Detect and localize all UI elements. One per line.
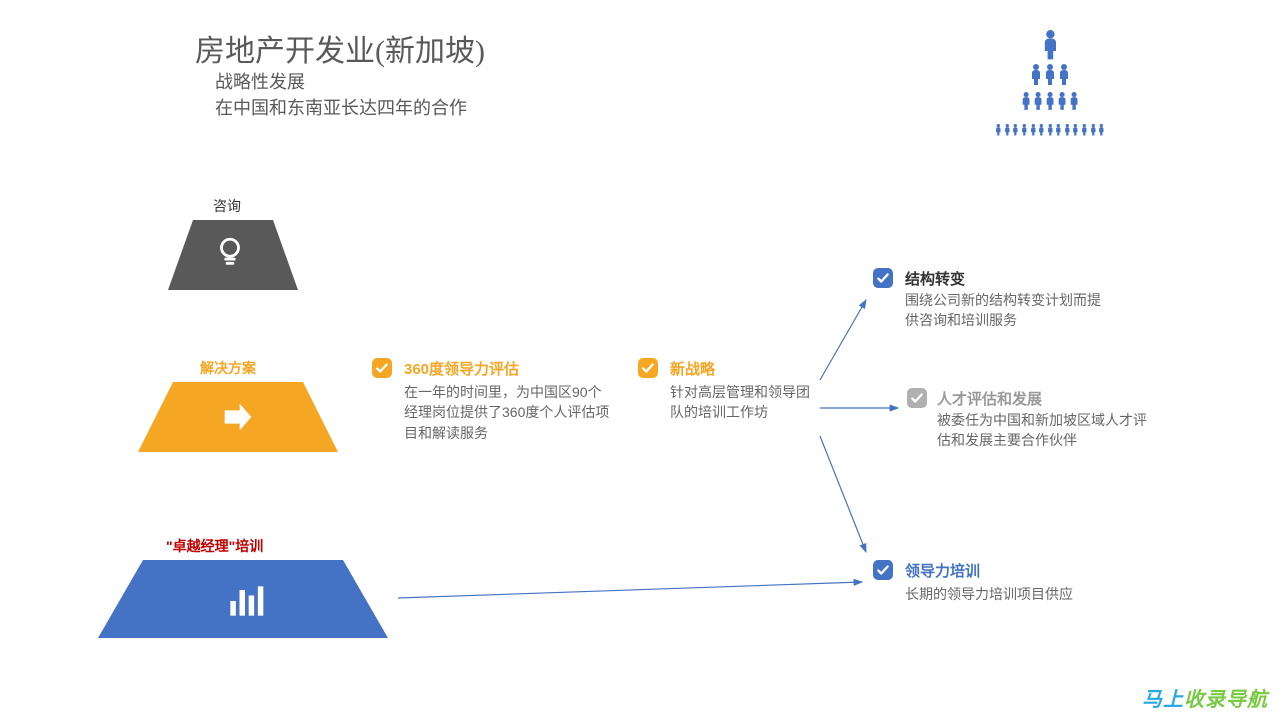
subtitle-line-1: 战略性发展 bbox=[215, 68, 305, 94]
item-body: 长期的领导力培训项目供应 bbox=[905, 584, 1135, 604]
item-title: 结构转变 bbox=[905, 268, 965, 289]
watermark: 马上收录导航 bbox=[1142, 683, 1268, 712]
watermark-part-1: 马上 bbox=[1142, 689, 1184, 711]
item-title: 360度领导力评估 bbox=[404, 358, 519, 379]
bulb-icon bbox=[213, 235, 247, 274]
people-pyramid-icon bbox=[950, 30, 1150, 170]
check-icon bbox=[638, 358, 658, 378]
item-body: 在一年的时间里，为中国区90个经理岗位提供了360度个人评估项目和解读服务 bbox=[404, 382, 614, 443]
check-icon bbox=[873, 560, 893, 580]
tier-label: 解决方案 bbox=[200, 358, 256, 378]
check-icon bbox=[907, 388, 927, 408]
item-body: 针对高层管理和领导团队的培训工作坊 bbox=[670, 382, 820, 423]
item-title: 领导力培训 bbox=[905, 560, 980, 581]
tier-label: 咨询 bbox=[213, 196, 241, 216]
check-icon bbox=[372, 358, 392, 378]
bars-icon bbox=[223, 579, 267, 628]
page-title: 房地产开发业(新加坡) bbox=[195, 26, 485, 70]
enter-icon bbox=[218, 397, 258, 442]
tier-label: "卓越经理"培训 bbox=[166, 536, 263, 556]
item-title: 人才评估和发展 bbox=[937, 388, 1042, 409]
subtitle-line-2: 在中国和东南亚长达四年的合作 bbox=[215, 94, 467, 120]
item-title: 新战略 bbox=[670, 358, 715, 379]
check-icon bbox=[873, 268, 893, 288]
item-body: 围绕公司新的结构转变计划而提供咨询和培训服务 bbox=[905, 290, 1105, 331]
item-body: 被委任为中国和新加坡区域人才评估和发展主要合作伙伴 bbox=[937, 410, 1147, 451]
watermark-part-2: 收录导航 bbox=[1184, 689, 1268, 711]
